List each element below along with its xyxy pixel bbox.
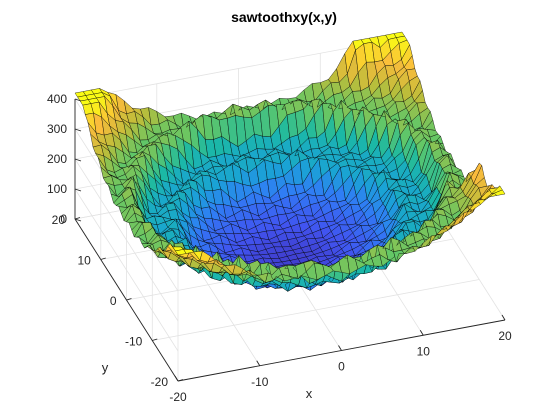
z-tick-label: 100 — [47, 182, 67, 196]
x-tick-label: 10 — [417, 344, 431, 358]
z-tick-label: 200 — [47, 152, 67, 166]
x-tick-mark — [338, 345, 342, 351]
z-tick-label: 400 — [47, 92, 67, 106]
z-tick-mark — [74, 158, 82, 162]
z-tick-mark — [74, 128, 82, 132]
y-tick-label: 0 — [110, 294, 117, 308]
x-tick-mark — [256, 360, 261, 366]
y-axis-label: y — [102, 360, 109, 375]
y-tick-mark — [177, 379, 184, 382]
y-tick-mark — [152, 338, 158, 341]
chart-title: sawtoothxy(x,y) — [231, 9, 337, 25]
y-tick-mark — [100, 257, 106, 260]
y-tick-label: 10 — [77, 254, 91, 268]
y-tick-mark — [74, 217, 81, 220]
axes — [74, 98, 506, 382]
surface-facet — [132, 176, 145, 209]
z-tick-label: 300 — [47, 122, 67, 136]
y-tick-label: -10 — [125, 335, 143, 349]
y-tick-mark — [126, 298, 132, 301]
x-tick-mark — [174, 375, 179, 382]
surface-mesh — [74, 31, 506, 292]
z-tick-mark — [74, 98, 82, 102]
z-tick-label: 0 — [60, 212, 67, 226]
z-tick-mark — [74, 188, 82, 192]
x-tick-label: -10 — [251, 375, 269, 389]
x-tick-label: -20 — [169, 390, 187, 404]
x-tick-label: 0 — [338, 360, 345, 374]
x-tick-mark — [419, 330, 424, 336]
x-tick-mark — [501, 314, 506, 321]
z-tick-mark — [74, 218, 82, 222]
surface-facet — [493, 189, 506, 196]
x-tick-label: 20 — [498, 329, 512, 343]
x-axis-label: x — [306, 386, 313, 401]
y-tick-label: -20 — [151, 375, 169, 389]
y-tick-label: 20 — [52, 213, 66, 227]
